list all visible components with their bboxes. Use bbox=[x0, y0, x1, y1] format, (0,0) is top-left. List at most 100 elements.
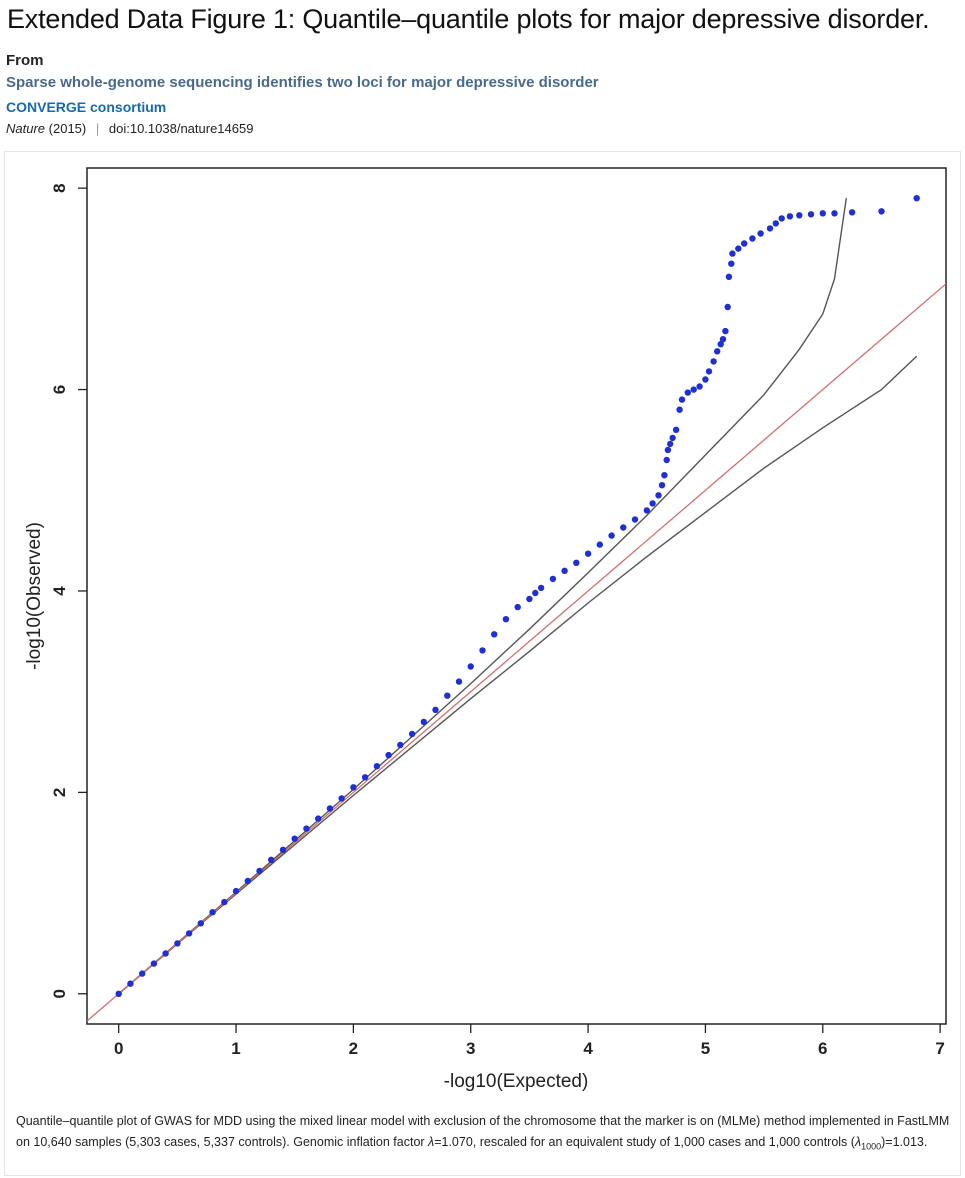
data-point bbox=[397, 741, 404, 749]
x-tick-label: 0 bbox=[114, 1039, 123, 1058]
confidence-band-lower bbox=[118, 355, 918, 995]
x-tick-label: 1 bbox=[231, 1039, 240, 1058]
data-point bbox=[672, 426, 680, 433]
data-point bbox=[608, 532, 615, 539]
y-axis-label: -log10(Observed) bbox=[24, 522, 45, 670]
data-point bbox=[326, 805, 334, 812]
data-point bbox=[532, 589, 539, 597]
data-point bbox=[649, 500, 656, 507]
authors-link[interactable]: CONVERGE consortium bbox=[6, 99, 167, 115]
plot-frame bbox=[86, 167, 947, 1025]
caption-text: Quantile–quantile plot of GWAS for MDD u… bbox=[16, 1114, 950, 1149]
data-point bbox=[664, 446, 672, 454]
data-point bbox=[185, 930, 193, 937]
data-point bbox=[766, 225, 774, 232]
article-title-link[interactable]: Sparse whole-genome sequencing identifie… bbox=[6, 74, 599, 91]
data-point bbox=[696, 383, 703, 390]
journal-name: Nature bbox=[6, 121, 46, 136]
data-point bbox=[663, 456, 670, 464]
data-point bbox=[444, 692, 451, 699]
lambda-symbol: λ bbox=[428, 1135, 435, 1149]
data-point bbox=[232, 887, 240, 895]
qq-plot: 0 1 2 3 4 5 6 7 0 2 4 6 8 -log10(Expected) -log10(O… bbox=[24, 167, 947, 1092]
data-point bbox=[678, 396, 686, 403]
data-point bbox=[537, 584, 545, 592]
data-point bbox=[420, 718, 427, 726]
data-point bbox=[244, 877, 251, 885]
data-point bbox=[174, 940, 181, 947]
data-point bbox=[772, 220, 779, 227]
data-point bbox=[714, 348, 721, 355]
data-point bbox=[749, 235, 756, 242]
x-tick-label: 2 bbox=[349, 1039, 358, 1058]
y-tick-label: 0 bbox=[50, 989, 69, 998]
data-point bbox=[757, 230, 764, 237]
data-point bbox=[831, 210, 838, 217]
data-point bbox=[631, 516, 639, 523]
data-point bbox=[913, 195, 920, 202]
x-axis-label: -log10(Expected) bbox=[444, 1071, 589, 1092]
y-tick-label: 6 bbox=[50, 385, 69, 394]
doi: doi:10.1038/nature14659 bbox=[108, 121, 254, 136]
data-point bbox=[408, 730, 416, 738]
data-point bbox=[702, 376, 709, 383]
data-point bbox=[197, 920, 204, 927]
data-point bbox=[432, 706, 439, 713]
data-point bbox=[778, 215, 785, 222]
data-point bbox=[807, 211, 815, 218]
data-point bbox=[848, 209, 856, 216]
data-point bbox=[655, 492, 662, 499]
y-tick-label: 4 bbox=[50, 586, 69, 596]
data-point bbox=[514, 603, 521, 611]
data-point bbox=[584, 550, 592, 557]
x-tick-label: 7 bbox=[935, 1039, 944, 1058]
data-point bbox=[741, 240, 748, 247]
data-point bbox=[361, 774, 369, 781]
y-tick-label: 8 bbox=[50, 183, 69, 192]
lambda-1000-subscript: 1000 bbox=[861, 1141, 882, 1152]
data-point bbox=[690, 386, 697, 393]
data-point bbox=[139, 970, 146, 977]
data-point bbox=[658, 482, 666, 489]
data-point bbox=[728, 260, 735, 267]
data-point bbox=[268, 856, 275, 863]
data-point bbox=[722, 327, 729, 335]
data-point bbox=[303, 825, 310, 832]
data-point bbox=[315, 815, 322, 822]
data-point bbox=[526, 595, 533, 603]
lambda-1000-value: )=1.013. bbox=[881, 1135, 928, 1149]
from-label: From bbox=[6, 52, 44, 69]
data-points bbox=[115, 195, 920, 997]
publication-year: (2015) bbox=[48, 121, 87, 136]
data-point bbox=[279, 846, 287, 853]
data-point bbox=[467, 663, 474, 670]
data-point bbox=[221, 898, 228, 906]
data-point bbox=[661, 472, 668, 479]
data-point bbox=[350, 784, 357, 791]
data-point bbox=[291, 835, 298, 842]
data-point bbox=[796, 212, 803, 219]
confidence-band bbox=[118, 198, 918, 995]
data-point bbox=[669, 434, 676, 442]
data-point bbox=[596, 541, 603, 548]
data-point bbox=[684, 389, 691, 396]
figure-title: Extended Data Figure 1: Quantile–quantil… bbox=[7, 4, 930, 34]
y-axis: 0 2 4 6 8 bbox=[50, 183, 87, 999]
data-point bbox=[735, 245, 742, 252]
data-point bbox=[667, 440, 674, 448]
identity-line bbox=[87, 283, 946, 1022]
data-point bbox=[710, 358, 717, 365]
data-point bbox=[338, 795, 345, 802]
data-point bbox=[724, 303, 731, 311]
data-point bbox=[115, 990, 122, 997]
data-point bbox=[162, 950, 169, 957]
data-point bbox=[705, 368, 713, 375]
data-point bbox=[786, 213, 794, 220]
identity-line-path bbox=[87, 283, 946, 1022]
data-point bbox=[620, 524, 627, 531]
y-tick-label: 2 bbox=[50, 788, 69, 797]
figure-frame bbox=[4, 151, 961, 1176]
x-tick-label: 3 bbox=[466, 1039, 475, 1058]
data-point bbox=[127, 980, 134, 987]
data-point bbox=[878, 208, 885, 215]
